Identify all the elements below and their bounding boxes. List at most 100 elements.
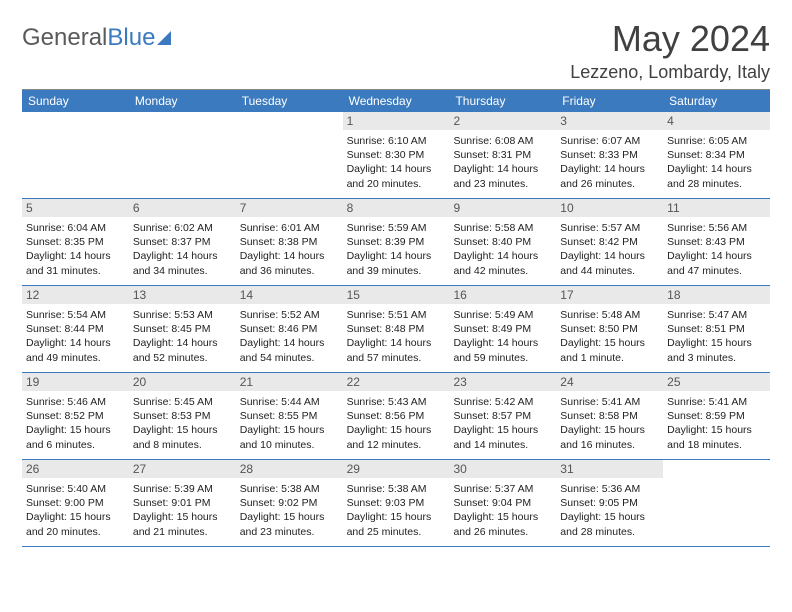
day-cell: 26 Sunrise: 5:40 AMSunset: 9:00 PMDayligh… (22, 460, 129, 546)
day-number: 25 (663, 373, 770, 391)
day-cell: 27 Sunrise: 5:39 AMSunset: 9:01 PMDayligh… (129, 460, 236, 546)
weekday-header: Thursday (449, 94, 556, 108)
weekday-header: Wednesday (343, 94, 450, 108)
day-details: Sunrise: 6:08 AMSunset: 8:31 PMDaylight:… (453, 134, 552, 191)
week-row: 1 Sunrise: 6:10 AMSunset: 8:30 PMDaylight… (22, 112, 770, 199)
day-details: Sunrise: 5:59 AMSunset: 8:39 PMDaylight:… (347, 221, 446, 278)
day-details: Sunrise: 5:39 AMSunset: 9:01 PMDaylight:… (133, 482, 232, 539)
weekday-header: Saturday (663, 94, 770, 108)
day-cell: 13 Sunrise: 5:53 AMSunset: 8:45 PMDayligh… (129, 286, 236, 372)
day-number: 28 (236, 460, 343, 478)
calendar-grid: 1 Sunrise: 6:10 AMSunset: 8:30 PMDaylight… (22, 112, 770, 547)
day-number: 1 (343, 112, 450, 130)
day-cell: 17 Sunrise: 5:48 AMSunset: 8:50 PMDayligh… (556, 286, 663, 372)
day-cell: 2 Sunrise: 6:08 AMSunset: 8:31 PMDaylight… (449, 112, 556, 198)
day-number: 27 (129, 460, 236, 478)
day-number: 22 (343, 373, 450, 391)
day-details: Sunrise: 6:01 AMSunset: 8:38 PMDaylight:… (240, 221, 339, 278)
day-details: Sunrise: 5:42 AMSunset: 8:57 PMDaylight:… (453, 395, 552, 452)
day-cell: 23Sunrise: 5:42 AMSunset: 8:57 PMDayligh… (449, 373, 556, 459)
day-cell: 4 Sunrise: 6:05 AMSunset: 8:34 PMDaylight… (663, 112, 770, 198)
day-number: 17 (556, 286, 663, 304)
day-cell (22, 112, 129, 198)
week-row: 12 Sunrise: 5:54 AMSunset: 8:44 PMDayligh… (22, 286, 770, 373)
day-cell: 22 Sunrise: 5:43 AMSunset: 8:56 PMDayligh… (343, 373, 450, 459)
day-details: Sunrise: 6:07 AMSunset: 8:33 PMDaylight:… (560, 134, 659, 191)
day-details: Sunrise: 5:41 AMSunset: 8:58 PMDaylight:… (560, 395, 659, 452)
day-number: 7 (236, 199, 343, 217)
weekday-header: Tuesday (236, 94, 343, 108)
day-cell: 30Sunrise: 5:37 AMSunset: 9:04 PMDayligh… (449, 460, 556, 546)
day-details: Sunrise: 5:54 AMSunset: 8:44 PMDaylight:… (26, 308, 125, 365)
day-cell (663, 460, 770, 546)
day-cell: 6Sunrise: 6:02 AMSunset: 8:37 PMDaylight… (129, 199, 236, 285)
day-number: 30 (449, 460, 556, 478)
day-details: Sunrise: 5:46 AMSunset: 8:52 PMDaylight:… (26, 395, 125, 452)
day-cell: 15Sunrise: 5:51 AMSunset: 8:48 PMDayligh… (343, 286, 450, 372)
day-cell: 1 Sunrise: 6:10 AMSunset: 8:30 PMDaylight… (343, 112, 450, 198)
day-cell: 14 Sunrise: 5:52 AMSunset: 8:46 PMDayligh… (236, 286, 343, 372)
day-details: Sunrise: 5:48 AMSunset: 8:50 PMDaylight:… (560, 308, 659, 365)
day-number: 11 (663, 199, 770, 217)
day-cell (129, 112, 236, 198)
day-details: Sunrise: 5:36 AMSunset: 9:05 PMDaylight:… (560, 482, 659, 539)
day-cell: 3 Sunrise: 6:07 AMSunset: 8:33 PMDaylight… (556, 112, 663, 198)
day-details: Sunrise: 6:10 AMSunset: 8:30 PMDaylight:… (347, 134, 446, 191)
day-cell: 10Sunrise: 5:57 AMSunset: 8:42 PMDayligh… (556, 199, 663, 285)
day-cell: 21Sunrise: 5:44 AMSunset: 8:55 PMDayligh… (236, 373, 343, 459)
day-details: Sunrise: 5:41 AMSunset: 8:59 PMDaylight:… (667, 395, 766, 452)
week-row: 19Sunrise: 5:46 AMSunset: 8:52 PMDayligh… (22, 373, 770, 460)
day-number: 8 (343, 199, 450, 217)
day-number: 5 (22, 199, 129, 217)
day-details: Sunrise: 5:53 AMSunset: 8:45 PMDaylight:… (133, 308, 232, 365)
day-cell (236, 112, 343, 198)
day-details: Sunrise: 6:04 AMSunset: 8:35 PMDaylight:… (26, 221, 125, 278)
title-block: May 2024 Lezzeno, Lombardy, Italy (570, 18, 770, 83)
day-details: Sunrise: 5:56 AMSunset: 8:43 PMDaylight:… (667, 221, 766, 278)
day-cell: 18 Sunrise: 5:47 AMSunset: 8:51 PMDayligh… (663, 286, 770, 372)
day-details: Sunrise: 6:02 AMSunset: 8:37 PMDaylight:… (133, 221, 232, 278)
day-details: Sunrise: 5:49 AMSunset: 8:49 PMDaylight:… (453, 308, 552, 365)
day-number: 2 (449, 112, 556, 130)
day-details: Sunrise: 5:51 AMSunset: 8:48 PMDaylight:… (347, 308, 446, 365)
day-cell: 25 Sunrise: 5:41 AMSunset: 8:59 PMDayligh… (663, 373, 770, 459)
day-number: 14 (236, 286, 343, 304)
page-title: May 2024 (570, 18, 770, 60)
logo-triangle-icon (157, 31, 171, 45)
logo-text-right: Blue (107, 24, 155, 52)
day-details: Sunrise: 5:43 AMSunset: 8:56 PMDaylight:… (347, 395, 446, 452)
day-number: 16 (449, 286, 556, 304)
day-details: Sunrise: 5:38 AMSunset: 9:02 PMDaylight:… (240, 482, 339, 539)
day-details: Sunrise: 5:58 AMSunset: 8:40 PMDaylight:… (453, 221, 552, 278)
day-cell: 9 Sunrise: 5:58 AMSunset: 8:40 PMDaylight… (449, 199, 556, 285)
day-cell: 19Sunrise: 5:46 AMSunset: 8:52 PMDayligh… (22, 373, 129, 459)
header: GeneralBlue May 2024 Lezzeno, Lombardy, … (22, 18, 770, 83)
day-cell: 24Sunrise: 5:41 AMSunset: 8:58 PMDayligh… (556, 373, 663, 459)
day-number: 12 (22, 286, 129, 304)
day-number: 20 (129, 373, 236, 391)
day-number: 3 (556, 112, 663, 130)
day-cell: 29 Sunrise: 5:38 AMSunset: 9:03 PMDayligh… (343, 460, 450, 546)
day-number: 29 (343, 460, 450, 478)
day-cell: 20Sunrise: 5:45 AMSunset: 8:53 PMDayligh… (129, 373, 236, 459)
day-number: 13 (129, 286, 236, 304)
day-details: Sunrise: 6:05 AMSunset: 8:34 PMDaylight:… (667, 134, 766, 191)
day-cell: 5 Sunrise: 6:04 AMSunset: 8:35 PMDaylight… (22, 199, 129, 285)
day-cell: 7 Sunrise: 6:01 AMSunset: 8:38 PMDaylight… (236, 199, 343, 285)
day-details: Sunrise: 5:40 AMSunset: 9:00 PMDaylight:… (26, 482, 125, 539)
day-details: Sunrise: 5:47 AMSunset: 8:51 PMDaylight:… (667, 308, 766, 365)
day-number: 31 (556, 460, 663, 478)
day-number: 4 (663, 112, 770, 130)
day-cell: 12 Sunrise: 5:54 AMSunset: 8:44 PMDayligh… (22, 286, 129, 372)
week-row: 26 Sunrise: 5:40 AMSunset: 9:00 PMDayligh… (22, 460, 770, 547)
logo-text-left: General (22, 24, 107, 52)
day-number: 18 (663, 286, 770, 304)
day-details: Sunrise: 5:38 AMSunset: 9:03 PMDaylight:… (347, 482, 446, 539)
day-number: 9 (449, 199, 556, 217)
day-details: Sunrise: 5:52 AMSunset: 8:46 PMDaylight:… (240, 308, 339, 365)
day-cell: 16 Sunrise: 5:49 AMSunset: 8:49 PMDayligh… (449, 286, 556, 372)
day-number: 21 (236, 373, 343, 391)
location-subtitle: Lezzeno, Lombardy, Italy (570, 62, 770, 83)
day-number: 26 (22, 460, 129, 478)
weekday-header: Sunday (22, 94, 129, 108)
